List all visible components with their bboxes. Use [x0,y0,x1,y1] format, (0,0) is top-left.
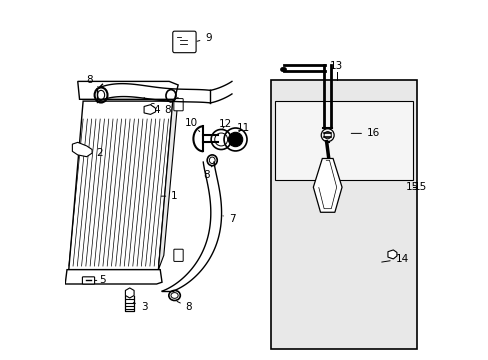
Text: 13: 13 [329,60,343,71]
Text: 4: 4 [149,105,160,115]
Text: 8: 8 [203,166,212,180]
Polygon shape [78,81,178,99]
Bar [274,101,412,180]
FancyBboxPatch shape [174,99,183,111]
Polygon shape [65,270,162,284]
Polygon shape [125,288,134,298]
Text: 6: 6 [144,98,154,113]
FancyBboxPatch shape [82,277,94,284]
Text: 12: 12 [219,120,232,129]
Polygon shape [387,250,396,259]
Text: 8: 8 [177,301,192,312]
Polygon shape [72,142,92,157]
Circle shape [228,132,242,147]
Polygon shape [313,158,341,212]
Text: 15: 15 [405,182,418,192]
Text: 7: 7 [223,215,235,224]
Text: 14: 14 [381,254,408,264]
Text: 16: 16 [350,129,380,138]
Text: 8: 8 [86,75,98,87]
Text: 2: 2 [88,148,102,158]
Text: 3: 3 [133,302,147,312]
FancyBboxPatch shape [174,249,183,261]
Bar [271,80,416,348]
Polygon shape [144,105,155,114]
FancyBboxPatch shape [172,31,196,53]
Text: 11: 11 [237,123,250,133]
Text: 8: 8 [164,102,171,115]
Text: 9: 9 [197,33,211,43]
Text: 15: 15 [413,182,426,192]
Polygon shape [158,98,178,270]
Text: 10: 10 [184,118,199,132]
Text: 1: 1 [161,191,178,201]
Text: 5: 5 [94,275,106,285]
Polygon shape [69,101,172,270]
